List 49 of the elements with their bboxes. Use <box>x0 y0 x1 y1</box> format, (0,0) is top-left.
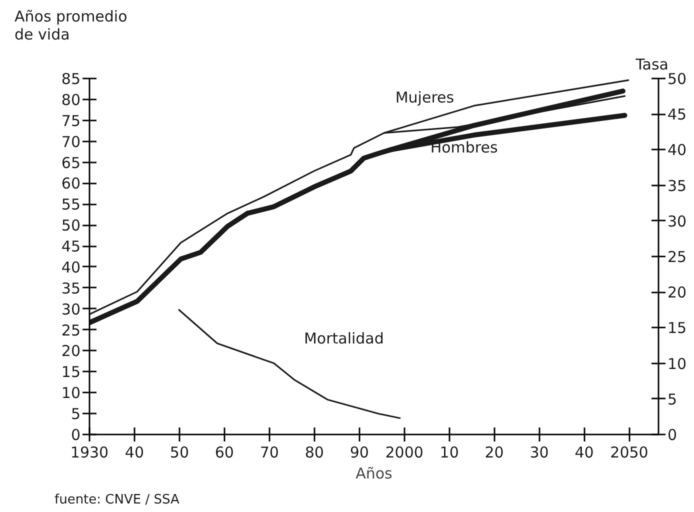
x-tick-label: 20 <box>484 444 504 462</box>
y-tick-label: 30 <box>61 300 81 318</box>
x-tick-label: 10 <box>440 444 459 462</box>
x-axis-title: Años <box>356 464 393 482</box>
y-tick-label: 65 <box>61 154 81 172</box>
y-tick-label: 25 <box>61 321 81 340</box>
source-note: fuente: CNVE / SSA <box>54 492 180 508</box>
series-label: Mujeres <box>395 88 454 107</box>
y-tick-label: 80 <box>61 90 81 109</box>
y2-axis-title: Tasa <box>634 56 669 74</box>
x-tick-label: 30 <box>530 444 549 462</box>
y-tick-label: 20 <box>61 342 81 360</box>
y-tick-label: 5 <box>70 405 81 424</box>
y2-tick-label: 30 <box>668 212 687 230</box>
x-tick-label: 60 <box>214 444 234 462</box>
y-tick-label: 70 <box>61 132 81 151</box>
y-tick-label: 45 <box>61 238 81 256</box>
y-tick-label: 40 <box>61 258 81 276</box>
x-tick-label: 90 <box>350 444 369 462</box>
y2-tick-label: 0 <box>668 426 678 444</box>
x-tick-label: 2000 <box>385 444 424 462</box>
x-tick-label: 1930 <box>70 444 109 462</box>
x-tick-label: 2050 <box>610 444 648 462</box>
y-tick-label: 10 <box>61 384 81 402</box>
y2-tick-label: 25 <box>668 248 687 266</box>
x-tick-label: 50 <box>170 444 190 462</box>
y-tick-label: 0 <box>70 426 81 444</box>
x-tick-label: 40 <box>124 444 144 462</box>
y-tick-label: 55 <box>61 196 81 214</box>
y-tick-label: 50 <box>61 216 81 235</box>
text: Mortalidad <box>304 329 384 348</box>
y2-tick-label: 45 <box>668 106 687 124</box>
series-label: Hombres <box>430 138 498 156</box>
y2-tick-label: 35 <box>668 176 687 195</box>
y-tick-label: 15 <box>61 363 81 382</box>
x-tick-label: 80 <box>304 444 324 462</box>
y2-tick-label: 50 <box>668 70 687 88</box>
x-tick-label: 40 <box>574 444 594 462</box>
y2-tick-label: 20 <box>668 284 687 302</box>
y2-tick-label: 15 <box>668 319 687 338</box>
y-tick-label: 35 <box>61 279 81 298</box>
y2-tick-label: 5 <box>668 390 678 408</box>
y-tick-label: 75 <box>61 112 81 130</box>
y-axis-title: Años promedio de vida <box>14 8 128 44</box>
x-tick-label: 70 <box>260 444 279 462</box>
y-tick-label: 60 <box>61 174 81 193</box>
y2-tick-label: 40 <box>668 141 687 160</box>
y-tick-label: 85 <box>61 70 81 88</box>
y2-tick-label: 10 <box>668 354 687 373</box>
